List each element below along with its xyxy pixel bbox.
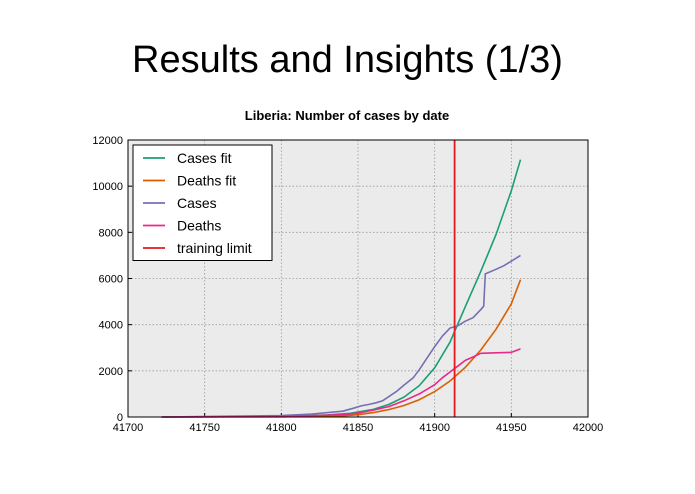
legend-label-cases-fit: Cases fit	[177, 150, 232, 166]
y-tick-label: 8000	[99, 227, 123, 239]
y-tick-label: 12000	[92, 135, 123, 147]
series-line-deaths-fit	[161, 279, 522, 418]
x-tick-label: 41900	[419, 422, 450, 434]
series-line-deaths	[161, 348, 521, 418]
legend-label-deaths-fit: Deaths fit	[177, 173, 236, 189]
x-tick-label: 41850	[343, 422, 374, 434]
x-tick-label: 41700	[113, 422, 144, 434]
legend-label-cases: Cases	[177, 195, 217, 211]
slide-title: Results and Insights (1/3)	[132, 39, 563, 81]
y-tick-label: 10000	[92, 181, 123, 193]
plot-frame	[127, 139, 589, 418]
y-tick-label: 0	[117, 412, 123, 424]
y-tick-label: 2000	[99, 366, 123, 378]
x-tick-label: 41950	[496, 422, 527, 434]
y-tick-label: 6000	[99, 274, 123, 286]
series-line-cases	[161, 254, 521, 418]
y-tick-label: 4000	[99, 320, 123, 332]
legend-label-training-limit: training limit	[177, 240, 252, 256]
chart-title: Liberia: Number of cases by date	[245, 108, 449, 123]
x-tick-label: 41750	[189, 422, 220, 434]
x-tick-label: 41800	[266, 422, 297, 434]
legend-label-deaths: Deaths	[177, 218, 221, 234]
x-tick-label: 42000	[573, 422, 604, 434]
